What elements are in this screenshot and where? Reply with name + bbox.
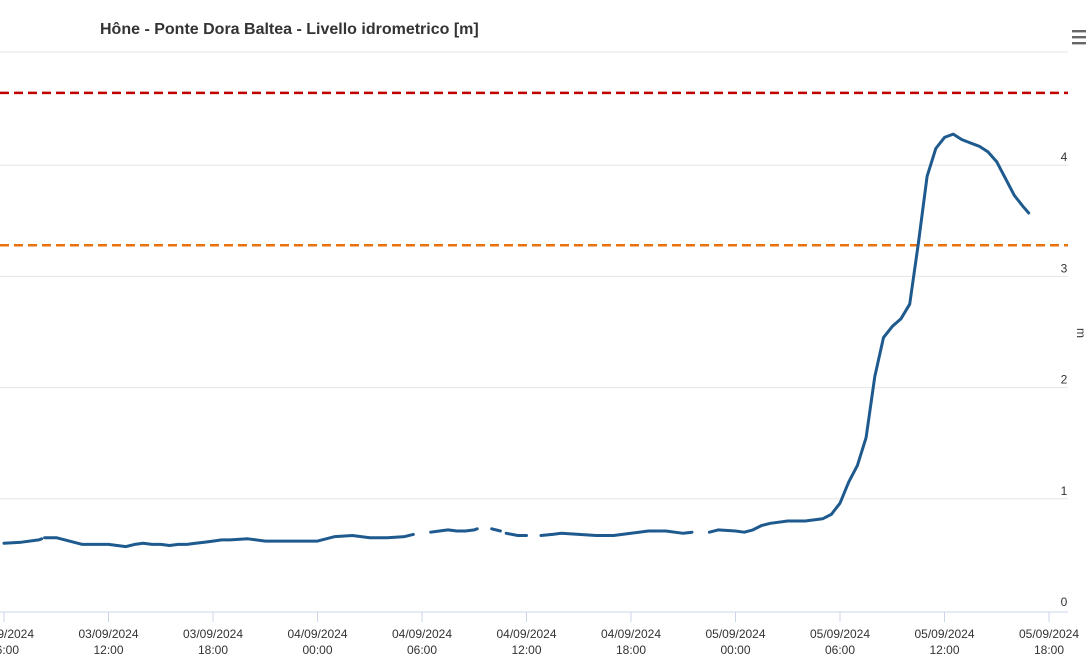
x-axis: 03/09/2024 06:00 03/09/2024 12:00 03/09/2024… [0,611,1079,657]
x-tick-label: 04/09/2024 [496,627,556,641]
x-tick-label: 06:00 [0,643,19,657]
series-line [490,527,502,533]
x-tick-label: 03/09/2024 [78,627,138,641]
x-tick-label: 12:00 [929,643,959,657]
series-line [707,132,1031,534]
x-tick-label: 03/09/2024 [0,627,34,641]
y-tick-label: 3 [1061,261,1068,275]
y-tick-label: 2 [1061,373,1068,387]
x-tick-label: 04/09/2024 [392,627,452,641]
x-tick-label: 05/09/2024 [914,627,974,641]
y-tick-label: 4 [1061,150,1068,164]
x-tick-label: 06:00 [407,643,437,657]
y-tick-label: 0 [1061,595,1068,609]
grid [0,51,1068,500]
series-line [539,529,694,537]
x-tick-label: 18:00 [616,643,646,657]
x-tick-label: 06:00 [825,643,855,657]
x-tick-label: 04/09/2024 [287,627,347,641]
x-tick-label: 18:00 [198,643,228,657]
x-tick-label: 12:00 [93,643,123,657]
x-tick-label: 12:00 [511,643,541,657]
series-line [2,537,44,545]
series-line [43,532,415,549]
series-group [2,132,1031,549]
x-tick-label: 04/09/2024 [601,627,661,641]
x-tick-label: 05/09/2024 [705,627,765,641]
y-axis-title: m [1074,328,1088,338]
threshold-lines [0,91,1068,247]
x-tick-label: 00:00 [720,643,750,657]
series-line [429,527,479,534]
series-line [504,531,528,537]
y-tick-label: 1 [1061,484,1068,498]
x-tick-label: 18:00 [1034,643,1064,657]
y-axis: 0 1 2 3 4 [1061,150,1068,609]
x-tick-label: 05/09/2024 [1019,627,1079,641]
x-tick-label: 00:00 [302,643,332,657]
x-tick-label: 03/09/2024 [183,627,243,641]
hamburger-menu-icon[interactable] [1070,28,1086,46]
x-tick-label: 05/09/2024 [810,627,870,641]
chart-title: Hône - Ponte Dora Baltea - Livello idrom… [100,21,479,38]
